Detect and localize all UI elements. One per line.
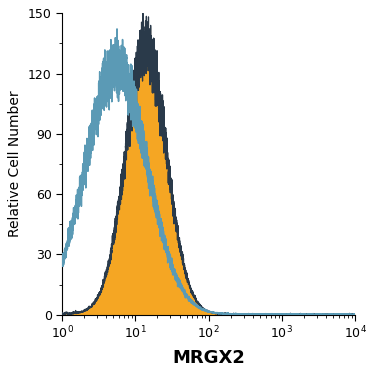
X-axis label: MRGX2: MRGX2: [172, 349, 245, 367]
Y-axis label: Relative Cell Number: Relative Cell Number: [8, 91, 22, 237]
